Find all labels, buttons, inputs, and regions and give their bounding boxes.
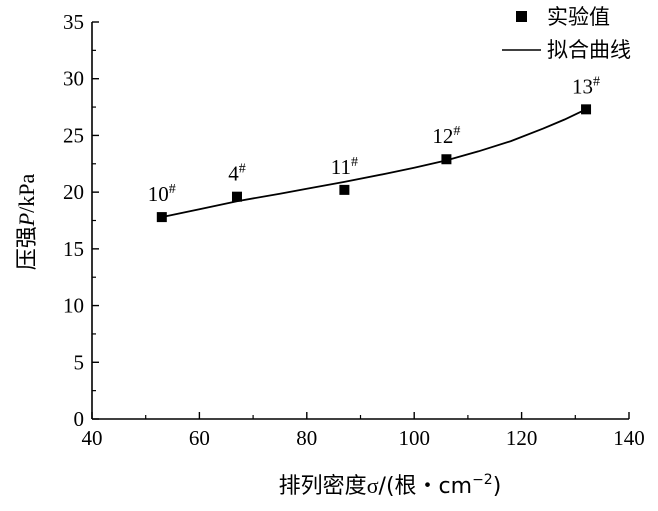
x-axis-title-unit-open: /(根・cm bbox=[379, 474, 473, 499]
legend-label-experimental: 实验值 bbox=[547, 5, 610, 29]
data-point-label-number: 10 bbox=[148, 182, 169, 206]
x-axis-title-exponent: −2 bbox=[472, 472, 493, 488]
y-tick-label: 35 bbox=[63, 10, 84, 34]
data-point-marker bbox=[156, 212, 167, 223]
y-tick-label: 10 bbox=[63, 294, 84, 318]
x-tick-label: 40 bbox=[82, 426, 103, 450]
data-point-marker bbox=[231, 191, 242, 202]
x-tick-label: 80 bbox=[296, 426, 317, 450]
y-tick-label: 0 bbox=[74, 407, 85, 431]
data-point-label-sup: # bbox=[239, 162, 246, 177]
legend-label-fit-curve: 拟合曲线 bbox=[547, 38, 631, 62]
y-axis-title-symbol: P bbox=[14, 213, 39, 227]
legend: 实验值 拟合曲线 bbox=[502, 5, 631, 62]
y-axis-title-unit: /kPa bbox=[14, 173, 39, 212]
point-labels-layer: 10#4# 11#12#13# bbox=[148, 74, 600, 206]
x-axis-title-symbol: σ bbox=[367, 473, 379, 498]
data-point-label: 13# bbox=[572, 74, 600, 98]
data-points-layer bbox=[156, 104, 592, 223]
y-tick-label: 25 bbox=[63, 123, 84, 147]
y-tick-label: 20 bbox=[63, 180, 84, 204]
data-point-label: 12# bbox=[432, 124, 460, 148]
y-tick-label: 30 bbox=[63, 67, 84, 91]
x-axis-title-unit-close: ) bbox=[493, 474, 502, 499]
x-axis-title-prefix: 排列密度 bbox=[279, 474, 367, 499]
data-point-label-sup: # bbox=[453, 124, 460, 139]
x-tick-label: 60 bbox=[189, 426, 210, 450]
x-tick-label: 100 bbox=[398, 426, 430, 450]
data-point-label-sup: # bbox=[593, 74, 600, 89]
data-point-label: 10# bbox=[148, 182, 176, 206]
axes bbox=[91, 22, 629, 420]
data-point-marker bbox=[581, 104, 592, 115]
data-point-label-number: 13 bbox=[572, 74, 593, 98]
data-point-label-sup: # bbox=[351, 155, 358, 170]
data-point-marker bbox=[339, 184, 350, 195]
y-tick-label: 15 bbox=[63, 237, 84, 261]
data-point-label-sup: # bbox=[169, 182, 176, 197]
data-point-label: 4# bbox=[228, 162, 246, 186]
x-tick-label: 140 bbox=[613, 426, 645, 450]
y-tick-label: 5 bbox=[74, 350, 85, 374]
data-point-label-number: 11 bbox=[331, 155, 351, 179]
fit-curve-line bbox=[161, 108, 587, 218]
fit-curve-layer bbox=[161, 108, 587, 218]
y-axis-title-prefix: 压强 bbox=[15, 226, 40, 270]
axis-ticks: 40 60 80 100 120 140 0 5 10 15 20 25 30 35 bbox=[63, 10, 645, 450]
y-axis-title: 压强P/kPa bbox=[14, 173, 40, 270]
legend-marker-square bbox=[516, 11, 527, 22]
data-point-label-number: 4 bbox=[228, 162, 239, 186]
x-axis-title: 排列密度σ/(根・cm−2) bbox=[279, 472, 502, 499]
data-point-label: 11# bbox=[331, 155, 358, 179]
data-point-label-number: 12 bbox=[432, 124, 453, 148]
x-tick-label: 120 bbox=[506, 426, 538, 450]
data-point-marker bbox=[441, 154, 452, 165]
